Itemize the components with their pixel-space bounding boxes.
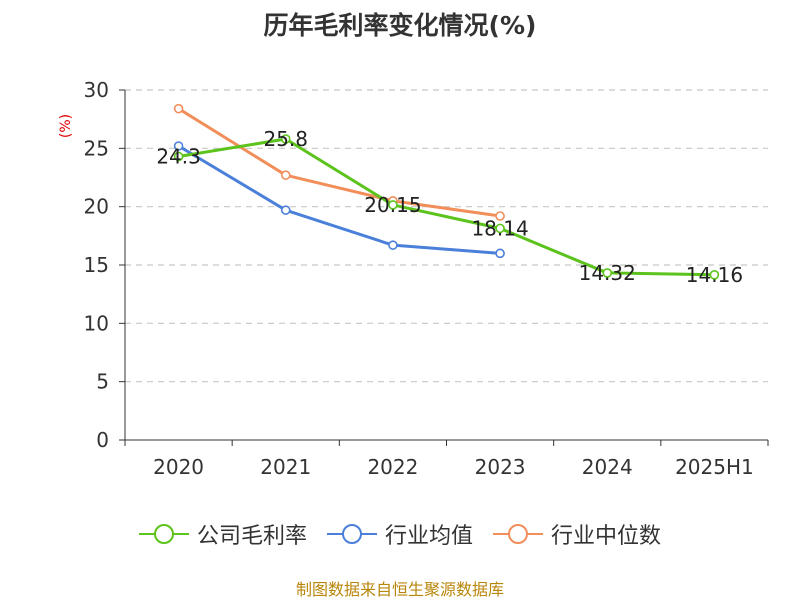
legend-item[interactable]: 行业均值 <box>326 518 473 550</box>
legend-marker-icon <box>138 524 189 544</box>
data-point <box>602 268 613 278</box>
y-tick-label: 0 <box>96 428 109 452</box>
series-line <box>178 137 715 277</box>
y-tick-label: 25 <box>84 136 109 160</box>
data-point <box>280 205 291 215</box>
x-tick-label: 2020 <box>153 455 204 479</box>
y-tick-label: 20 <box>84 195 109 219</box>
grid-lines <box>125 89 768 383</box>
y-axis-label: (%) <box>58 114 74 138</box>
data-labels: 24.3 25.8 20.15 18.14 14.32 14.16 <box>156 127 743 287</box>
data-point <box>495 223 505 234</box>
data-point <box>173 141 184 151</box>
data-label: 14.32 <box>579 261 636 285</box>
data-label: 25.8 <box>263 127 308 151</box>
legend-label: 行业均值 <box>384 524 473 549</box>
data-label: 24.3 <box>156 145 201 169</box>
series-line <box>177 144 501 255</box>
data-point <box>173 103 184 114</box>
x-tick-label: 2023 <box>475 455 526 479</box>
x-tick-label: 2021 <box>260 455 311 479</box>
data-point <box>173 151 184 162</box>
y-tick-label: 5 <box>96 370 109 394</box>
y-tick-label: 15 <box>84 253 109 277</box>
y-tick-label: 30 <box>84 78 109 102</box>
data-point <box>388 240 398 250</box>
legend-marker-icon <box>493 524 543 544</box>
x-tick-label: 2022 <box>367 455 418 479</box>
y-tick-label: 10 <box>84 311 109 335</box>
axes: 0 5 10 15 20 25 30 2020 2021 2022 2023 2024 2025H1 <box>84 78 769 479</box>
data-point <box>388 200 398 210</box>
data-label: 20.15 <box>364 193 421 217</box>
data-label: 18.14 <box>471 216 528 240</box>
data-label: 14.16 <box>686 263 743 287</box>
data-point <box>280 134 291 144</box>
legend-label: 公司毛利率 <box>196 524 307 549</box>
data-point <box>495 248 505 259</box>
source-note: 制图数据来自恒生聚源数据库 <box>295 580 504 599</box>
data-point <box>709 269 720 280</box>
legend: 公司毛利率 行业均值 行业中位数 <box>0 518 800 550</box>
data-point <box>495 211 505 221</box>
legend-item[interactable]: 行业中位数 <box>493 518 661 550</box>
data-point <box>280 170 291 180</box>
chart-title: 历年毛利率变化情况(%) <box>263 11 537 40</box>
legend-label: 行业中位数 <box>551 524 662 549</box>
x-tick-label: 2024 <box>582 455 633 479</box>
legend-item[interactable]: 公司毛利率 <box>138 518 307 550</box>
legend-marker-icon <box>326 524 377 544</box>
series-line <box>177 107 501 218</box>
series-lines <box>173 103 720 280</box>
x-tick-label: 2025H1 <box>675 455 754 479</box>
